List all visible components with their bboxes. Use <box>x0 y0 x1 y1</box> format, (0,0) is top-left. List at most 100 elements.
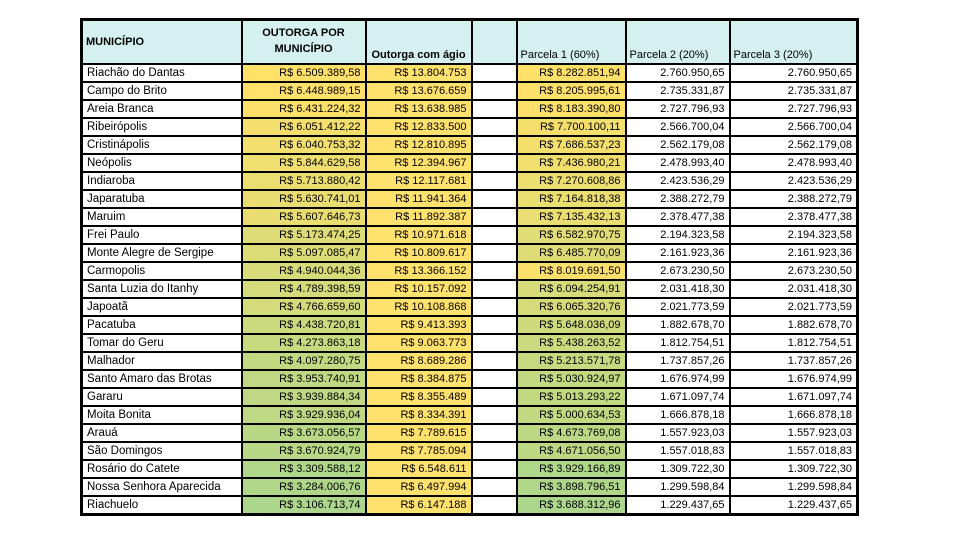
cell-spacer[interactable] <box>470 134 518 155</box>
cell-outorga[interactable]: R$ 5.173.474,25 <box>240 224 367 245</box>
cell-parcela1[interactable]: R$ 3.898.796,51 <box>515 476 627 497</box>
cell-spacer[interactable] <box>470 260 518 281</box>
cell-parcela1[interactable]: R$ 5.013.293,22 <box>515 386 627 407</box>
cell-outorga[interactable]: R$ 5.097.085,47 <box>240 242 367 263</box>
cell-municipio[interactable]: Gararu <box>80 386 243 407</box>
cell-outorga-agio[interactable]: R$ 7.785.094 <box>364 440 473 461</box>
cell-parcela1[interactable]: R$ 5.030.924,97 <box>515 368 627 389</box>
cell-outorga-agio[interactable]: R$ 10.157.092 <box>364 278 473 299</box>
cell-municipio[interactable]: Frei Paulo <box>80 224 243 245</box>
cell-spacer[interactable] <box>470 152 518 173</box>
header-municipio[interactable]: MUNICÍPIO <box>80 18 243 65</box>
cell-outorga-agio[interactable]: R$ 11.941.364 <box>364 188 473 209</box>
cell-municipio[interactable]: Arauá <box>80 422 243 443</box>
cell-parcela1[interactable]: R$ 7.436.980,21 <box>515 152 627 173</box>
cell-outorga[interactable]: R$ 5.713.880,42 <box>240 170 367 191</box>
cell-parcela2[interactable]: 1.557.018,83 <box>624 440 731 461</box>
cell-outorga[interactable]: R$ 4.940.044,36 <box>240 260 367 281</box>
cell-parcela1[interactable]: R$ 7.164.818,38 <box>515 188 627 209</box>
cell-parcela2[interactable]: 2.566.700,04 <box>624 116 731 137</box>
cell-municipio[interactable]: Moita Bonita <box>80 404 243 425</box>
cell-outorga-agio[interactable]: R$ 13.676.659 <box>364 80 473 101</box>
cell-parcela3[interactable]: 1.557.018,83 <box>728 440 859 461</box>
cell-parcela3[interactable]: 2.423.536,29 <box>728 170 859 191</box>
cell-spacer[interactable] <box>470 458 518 479</box>
cell-parcela3[interactable]: 2.673.230,50 <box>728 260 859 281</box>
cell-parcela1[interactable]: R$ 6.582.970,75 <box>515 224 627 245</box>
cell-parcela2[interactable]: 1.666.878,18 <box>624 404 731 425</box>
cell-parcela3[interactable]: 1.299.598,84 <box>728 476 859 497</box>
cell-municipio[interactable]: Santa Luzia do Itanhy <box>80 278 243 299</box>
cell-parcela2[interactable]: 1.676.974,99 <box>624 368 731 389</box>
cell-spacer[interactable] <box>470 206 518 227</box>
cell-municipio[interactable]: Nossa Senhora Aparecida <box>80 476 243 497</box>
cell-parcela2[interactable]: 2.031.418,30 <box>624 278 731 299</box>
cell-outorga-agio[interactable]: R$ 13.366.152 <box>364 260 473 281</box>
cell-parcela3[interactable]: 1.309.722,30 <box>728 458 859 479</box>
cell-parcela2[interactable]: 1.557.923,03 <box>624 422 731 443</box>
cell-spacer[interactable] <box>470 440 518 461</box>
cell-spacer[interactable] <box>470 98 518 119</box>
cell-parcela1[interactable]: R$ 7.135.432,13 <box>515 206 627 227</box>
cell-parcela2[interactable]: 2.735.331,87 <box>624 80 731 101</box>
cell-outorga[interactable]: R$ 4.766.659,60 <box>240 296 367 317</box>
cell-parcela1[interactable]: R$ 4.673.769,08 <box>515 422 627 443</box>
cell-parcela1[interactable]: R$ 5.438.263,52 <box>515 332 627 353</box>
cell-outorga[interactable]: R$ 4.273.863,18 <box>240 332 367 353</box>
cell-parcela1[interactable]: R$ 7.700.100,11 <box>515 116 627 137</box>
cell-parcela3[interactable]: 1.676.974,99 <box>728 368 859 389</box>
cell-outorga-agio[interactable]: R$ 12.394.967 <box>364 152 473 173</box>
cell-parcela1[interactable]: R$ 3.688.312,96 <box>515 494 627 515</box>
cell-outorga[interactable]: R$ 3.670.924,79 <box>240 440 367 461</box>
cell-outorga-agio[interactable]: R$ 10.108.868 <box>364 296 473 317</box>
cell-spacer[interactable] <box>470 224 518 245</box>
cell-parcela3[interactable]: 2.735.331,87 <box>728 80 859 101</box>
cell-spacer[interactable] <box>470 116 518 137</box>
cell-parcela3[interactable]: 2.161.923,36 <box>728 242 859 263</box>
cell-outorga[interactable]: R$ 4.097.280,75 <box>240 350 367 371</box>
cell-municipio[interactable]: Neópolis <box>80 152 243 173</box>
cell-outorga[interactable]: R$ 3.106.713,74 <box>240 494 367 515</box>
cell-outorga-agio[interactable]: R$ 10.971.618 <box>364 224 473 245</box>
cell-outorga-agio[interactable]: R$ 12.833.500 <box>364 116 473 137</box>
cell-municipio[interactable]: Japaratuba <box>80 188 243 209</box>
cell-parcela1[interactable]: R$ 5.000.634,53 <box>515 404 627 425</box>
cell-parcela3[interactable]: 1.737.857,26 <box>728 350 859 371</box>
cell-parcela1[interactable]: R$ 4.671.056,50 <box>515 440 627 461</box>
cell-municipio[interactable]: Japoatã <box>80 296 243 317</box>
cell-spacer[interactable] <box>470 350 518 371</box>
cell-spacer[interactable] <box>470 314 518 335</box>
cell-spacer[interactable] <box>470 386 518 407</box>
cell-outorga[interactable]: R$ 6.040.753,32 <box>240 134 367 155</box>
header-parcela2[interactable]: Parcela 2 (20%) <box>624 18 731 65</box>
cell-outorga[interactable]: R$ 3.929.936,04 <box>240 404 367 425</box>
cell-parcela1[interactable]: R$ 8.205.995,61 <box>515 80 627 101</box>
cell-parcela3[interactable]: 2.021.773,59 <box>728 296 859 317</box>
cell-outorga[interactable]: R$ 6.431.224,32 <box>240 98 367 119</box>
cell-spacer[interactable] <box>470 80 518 101</box>
cell-parcela2[interactable]: 1.882.678,70 <box>624 314 731 335</box>
cell-outorga[interactable]: R$ 3.284.006,76 <box>240 476 367 497</box>
cell-parcela3[interactable]: 1.671.097,74 <box>728 386 859 407</box>
cell-parcela1[interactable]: R$ 6.065.320,76 <box>515 296 627 317</box>
cell-municipio[interactable]: Carmopolis <box>80 260 243 281</box>
cell-parcela3[interactable]: 2.031.418,30 <box>728 278 859 299</box>
header-outorga[interactable]: OUTORGA POR MUNICÍPIO <box>240 18 367 65</box>
cell-municipio[interactable]: Malhador <box>80 350 243 371</box>
cell-parcela2[interactable]: 2.423.536,29 <box>624 170 731 191</box>
cell-spacer[interactable] <box>470 476 518 497</box>
cell-outorga[interactable]: R$ 4.438.720,81 <box>240 314 367 335</box>
cell-outorga[interactable]: R$ 3.673.056,57 <box>240 422 367 443</box>
cell-parcela2[interactable]: 1.737.857,26 <box>624 350 731 371</box>
cell-parcela1[interactable]: R$ 6.094.254,91 <box>515 278 627 299</box>
cell-municipio[interactable]: Areia Branca <box>80 98 243 119</box>
cell-outorga-agio[interactable]: R$ 8.334.391 <box>364 404 473 425</box>
cell-spacer[interactable] <box>470 62 518 83</box>
cell-parcela2[interactable]: 2.161.923,36 <box>624 242 731 263</box>
cell-parcela1[interactable]: R$ 6.485.770,09 <box>515 242 627 263</box>
cell-outorga-agio[interactable]: R$ 6.147.188 <box>364 494 473 515</box>
cell-parcela1[interactable]: R$ 3.929.166,89 <box>515 458 627 479</box>
cell-outorga[interactable]: R$ 5.630.741,01 <box>240 188 367 209</box>
cell-parcela2[interactable]: 1.299.598,84 <box>624 476 731 497</box>
cell-outorga[interactable]: R$ 3.953.740,91 <box>240 368 367 389</box>
